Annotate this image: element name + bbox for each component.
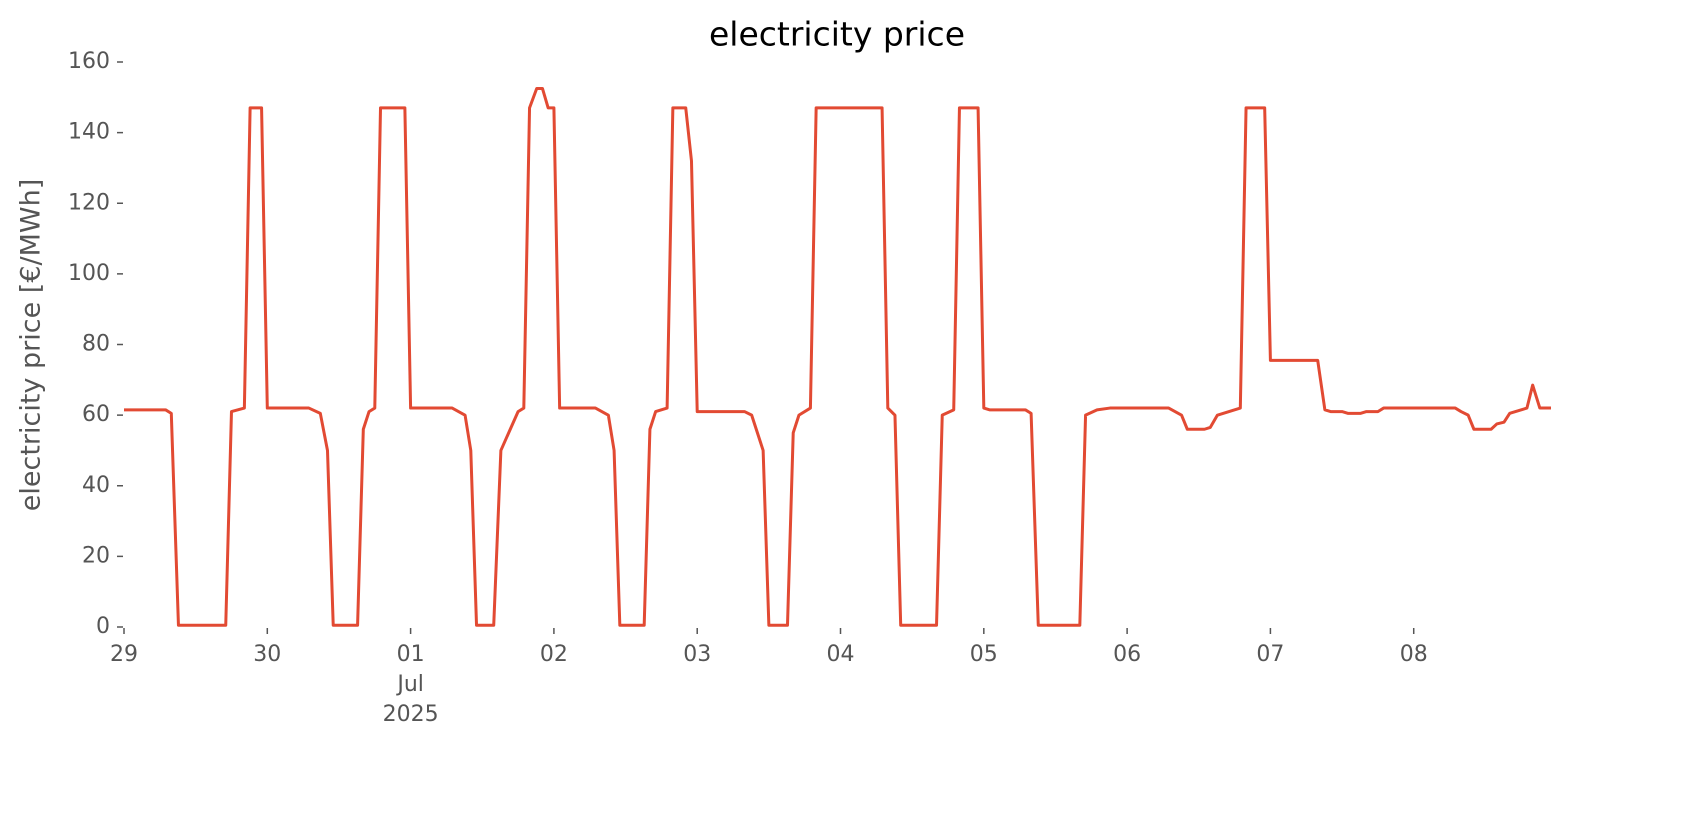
y-tick-label: 60	[82, 402, 110, 427]
x-tick-label: 02	[540, 642, 568, 667]
y-tick-label: 100	[68, 261, 110, 286]
y-tick-label: 120	[68, 190, 110, 215]
y-tick-label: 20	[82, 543, 110, 568]
x-tick-label: 03	[683, 642, 711, 667]
x-tick-label: 06	[1113, 642, 1141, 667]
price-line	[124, 86, 1551, 627]
chart-title: electricity price	[709, 15, 965, 54]
y-tick-label: 140	[68, 120, 110, 145]
y-axis-label: electricity price [€/MWh]	[16, 179, 47, 511]
y-tick-label: 0	[96, 614, 110, 639]
y-tick-label: 40	[82, 473, 110, 498]
x-tick-label: 30	[253, 642, 281, 667]
y-tick-label: 160	[68, 49, 110, 74]
x-tick-label: 07	[1256, 642, 1284, 667]
x-tick-label: 01 Jul 2025	[383, 642, 439, 727]
y-tick-label: 80	[82, 332, 110, 357]
x-tick-label: 08	[1400, 642, 1428, 667]
x-tick-label: 04	[827, 642, 855, 667]
x-tick-label: 05	[970, 642, 998, 667]
x-tick-label: 29	[110, 642, 138, 667]
